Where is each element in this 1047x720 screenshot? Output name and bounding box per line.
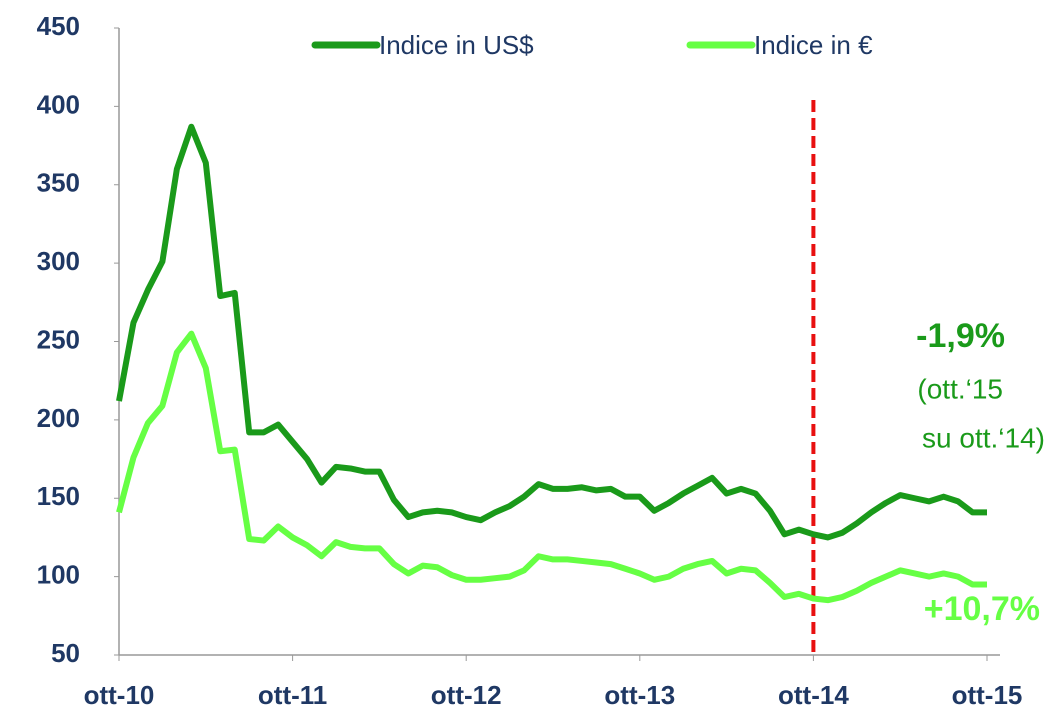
- y-tick-label: 250: [37, 324, 80, 354]
- legend-label: Indice in €: [754, 30, 873, 60]
- y-tick-label: 100: [37, 560, 80, 590]
- y-tick-label: 450: [37, 11, 80, 41]
- x-tick-label: ott-10: [84, 680, 155, 710]
- x-tick-label: ott-14: [778, 680, 849, 710]
- annotation: su ott.‘14): [922, 422, 1045, 453]
- annotation: +10,7%: [924, 590, 1040, 628]
- annotation: -1,9%: [916, 317, 1005, 355]
- y-tick-label: 150: [37, 481, 80, 511]
- x-tick-label: ott-13: [604, 680, 675, 710]
- y-tick-label: 400: [37, 89, 80, 119]
- y-tick-label: 200: [37, 403, 80, 433]
- y-tick-label: 300: [37, 246, 80, 276]
- x-tick-label: ott-11: [258, 680, 327, 710]
- legend-label: Indice in US$: [379, 30, 534, 60]
- series-line: [116, 123, 987, 541]
- series-line: [116, 330, 987, 604]
- x-tick-label: ott-15: [952, 680, 1023, 710]
- y-tick-label: 50: [51, 638, 80, 668]
- x-tick-label: ott-12: [431, 680, 502, 710]
- y-tick-label: 350: [37, 168, 80, 198]
- annotation: (ott.‘15: [917, 373, 1003, 404]
